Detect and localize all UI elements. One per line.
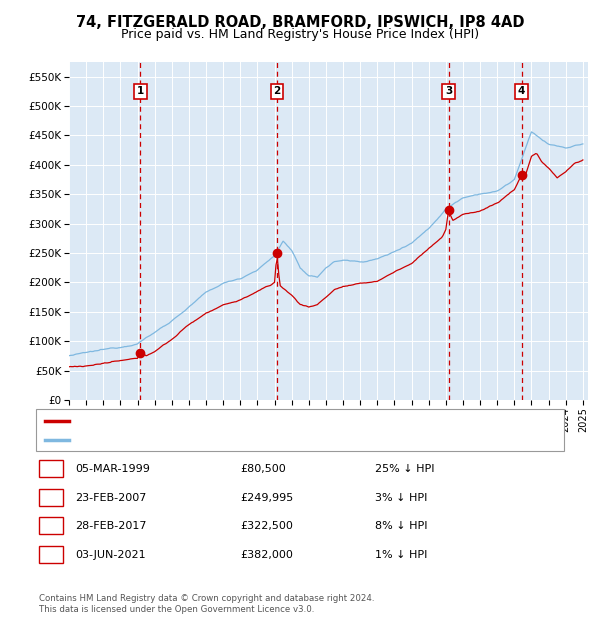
- Text: 23-FEB-2007: 23-FEB-2007: [75, 493, 146, 503]
- Text: 1: 1: [137, 86, 144, 96]
- Text: 2: 2: [274, 86, 281, 96]
- Text: 25% ↓ HPI: 25% ↓ HPI: [375, 464, 434, 474]
- Text: 28-FEB-2017: 28-FEB-2017: [75, 521, 146, 531]
- Text: £382,000: £382,000: [240, 550, 293, 560]
- Text: 3: 3: [47, 521, 55, 531]
- Text: £322,500: £322,500: [240, 521, 293, 531]
- Text: 1% ↓ HPI: 1% ↓ HPI: [375, 550, 427, 560]
- Text: 8% ↓ HPI: 8% ↓ HPI: [375, 521, 427, 531]
- Text: 74, FITZGERALD ROAD, BRAMFORD, IPSWICH, IP8 4AD: 74, FITZGERALD ROAD, BRAMFORD, IPSWICH, …: [76, 16, 524, 30]
- Text: £249,995: £249,995: [240, 493, 293, 503]
- Text: 1: 1: [47, 464, 55, 474]
- Text: 74, FITZGERALD ROAD, BRAMFORD, IPSWICH, IP8 4AD (detached house): 74, FITZGERALD ROAD, BRAMFORD, IPSWICH, …: [72, 416, 449, 426]
- Text: Price paid vs. HM Land Registry's House Price Index (HPI): Price paid vs. HM Land Registry's House …: [121, 28, 479, 40]
- Text: 03-JUN-2021: 03-JUN-2021: [75, 550, 146, 560]
- Text: 4: 4: [518, 86, 525, 96]
- Text: £80,500: £80,500: [240, 464, 286, 474]
- Text: 3% ↓ HPI: 3% ↓ HPI: [375, 493, 427, 503]
- Text: HPI: Average price, detached house, Mid Suffolk: HPI: Average price, detached house, Mid …: [72, 435, 323, 445]
- Text: Contains HM Land Registry data © Crown copyright and database right 2024.
This d: Contains HM Land Registry data © Crown c…: [39, 595, 374, 614]
- Text: 2: 2: [47, 493, 55, 503]
- Text: 3: 3: [445, 86, 452, 96]
- Text: 4: 4: [47, 550, 55, 560]
- Text: 05-MAR-1999: 05-MAR-1999: [75, 464, 150, 474]
